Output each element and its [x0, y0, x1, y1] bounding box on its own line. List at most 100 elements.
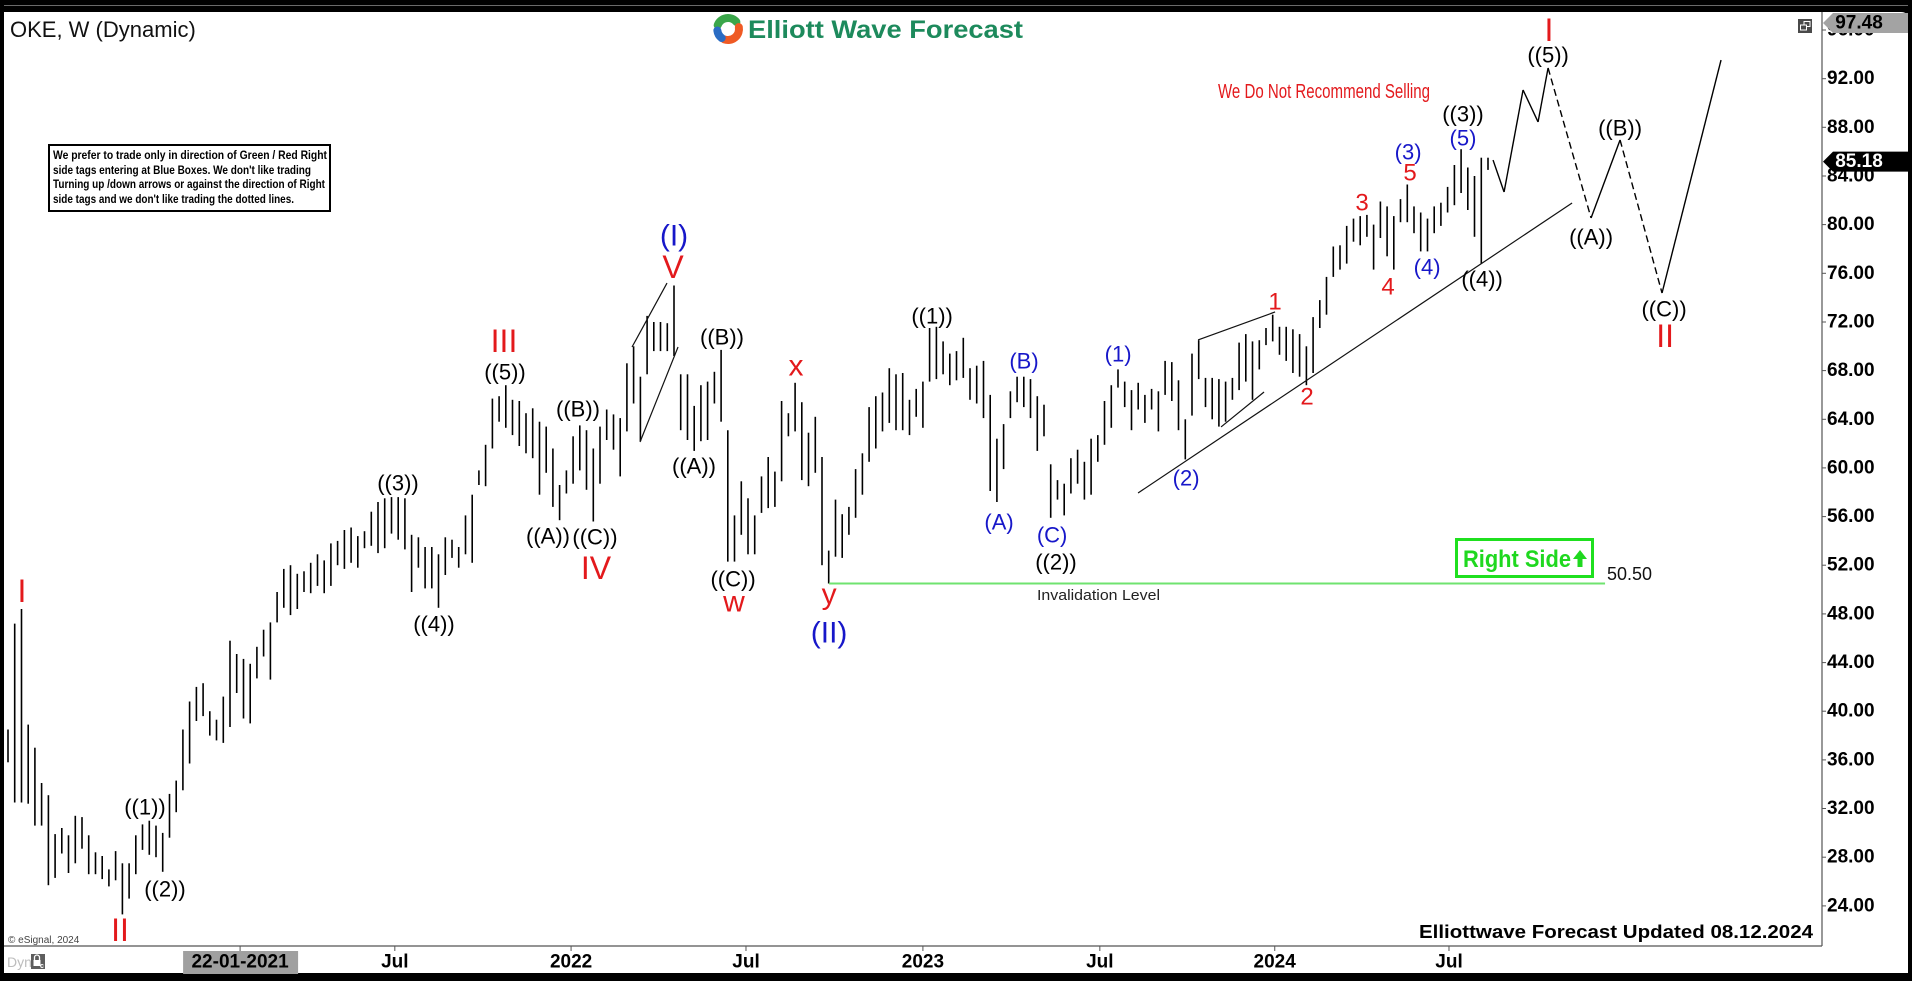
wave-label: (1): [1105, 341, 1132, 366]
wave-label: 4: [1381, 274, 1394, 301]
support-trendline: [1137, 202, 1573, 494]
svg-text:c: c: [40, 963, 44, 970]
wave-lines: [631, 59, 1722, 585]
projection-segment: [1661, 59, 1722, 294]
high-price-value: 97.48: [1835, 13, 1883, 34]
wave-label: 2: [1300, 384, 1313, 411]
wave-label: y: [822, 578, 837, 611]
projection-segment: [1619, 139, 1663, 294]
right-side-tag-border: [1455, 538, 1594, 578]
price-tick-label: 56.00: [1827, 506, 1875, 527]
projection-segment: [1492, 159, 1505, 193]
wave-label: I: [18, 573, 27, 609]
wave-label: (C): [1037, 523, 1068, 548]
disclaimer-line: side tags and we don't like trading the …: [53, 192, 294, 206]
price-tick-label: 72.00: [1827, 312, 1875, 333]
wave-label: ((B)): [700, 325, 744, 350]
wave-label: IV: [581, 550, 612, 586]
wave-label: II: [111, 912, 129, 948]
last-price-marker: 85.18: [1823, 151, 1908, 172]
price-tick-label: 28.00: [1827, 847, 1875, 868]
time-tick-label: Jul: [381, 952, 408, 973]
disclaimer-line: Turning up /down arrows or against the d…: [53, 177, 325, 191]
right-side-tag: Right Side: [1455, 538, 1594, 578]
wave-label: w: [722, 586, 745, 619]
projection-segment: [1503, 89, 1524, 193]
wave-label: 5: [1403, 159, 1416, 186]
price-tick-label: 40.00: [1827, 701, 1875, 722]
wave-label: (4): [1414, 255, 1441, 280]
disclaimer-line: side tags entering at Blue Boxes. We don…: [53, 163, 311, 177]
wave-label: ((A)): [672, 454, 716, 479]
wave-label: ((1)): [911, 304, 953, 329]
invalidation-level-label: Invalidation Level: [1037, 587, 1160, 604]
price-tick-label: 48.00: [1827, 603, 1875, 624]
projection-segment: [1590, 139, 1621, 219]
copyright-label: © eSignal, 2024: [8, 935, 80, 946]
wave-label: (B): [1009, 349, 1038, 374]
restore-window-icon[interactable]: [1798, 19, 1812, 33]
lock-icon[interactable]: c: [31, 954, 45, 970]
wave-label: (2): [1173, 466, 1200, 491]
wave-label: ((A)): [1569, 225, 1613, 250]
chart-title: OKE, W (Dynamic): [10, 17, 196, 42]
wave-label: 3: [1355, 190, 1368, 217]
wave-label: ((4)): [413, 612, 455, 637]
price-tick-label: 52.00: [1827, 555, 1875, 576]
time-axis[interactable]: 22-01-2021 Jul 2022 Jul 2023 Jul 2024 Jul: [183, 946, 1463, 974]
last-price-value: 85.18: [1835, 151, 1883, 172]
wave-label: (I): [660, 220, 688, 253]
right-side-label: Right Side: [1463, 546, 1571, 573]
leading-diagonal-upper-line: [1197, 311, 1276, 341]
wave-label: ((C)): [572, 525, 617, 550]
wave-label: ((5)): [1527, 42, 1569, 67]
high-price-marker-bg: [1823, 13, 1908, 33]
ending-diagonal-upper-line: [631, 282, 668, 348]
invalidation-level-value: 50.50: [1607, 564, 1652, 584]
time-tick-label: Jul: [1086, 952, 1113, 973]
logo-text: Elliott Wave Forecast: [748, 16, 1024, 44]
dynamic-toggle[interactable]: Dyn: [7, 954, 32, 970]
time-tick-label: Jul: [732, 952, 759, 973]
wave-label: ((C)): [710, 567, 755, 592]
wave-label: ((B)): [1598, 116, 1642, 141]
disclaimer-line: We prefer to trade only in direction of …: [53, 148, 327, 162]
last-price-marker-bg: [1823, 151, 1908, 172]
wave-labels: III((1))((2))((3))((4))III((5))((A))((B)…: [18, 12, 1687, 948]
wave-label: ((1)): [124, 795, 166, 820]
wave-label: ((3)): [377, 471, 419, 496]
price-tick-label: 64.00: [1827, 409, 1875, 430]
wave-label: ((3)): [1442, 101, 1484, 126]
wave-label: III: [491, 323, 518, 359]
ending-diagonal-lower-line: [639, 346, 679, 443]
price-tick-label: 24.00: [1827, 895, 1875, 916]
disclaimer-border: [48, 144, 331, 212]
time-tick-label: Jul: [1435, 952, 1462, 973]
price-tick-label: 36.00: [1827, 749, 1875, 770]
trading-disclaimer-box: We prefer to trade only in direction of …: [48, 144, 331, 212]
wave-label: II: [1656, 318, 1674, 354]
forecast-updated-label: Elliottwave Forecast Updated 08.12.2024: [1419, 922, 1813, 942]
wave-label: (5): [1450, 126, 1477, 151]
wave-label: (A): [984, 509, 1013, 534]
cursor-date-highlight: [183, 951, 299, 974]
arrow-up-icon: [1573, 550, 1587, 567]
price-tick-label: 92.00: [1827, 68, 1875, 89]
elliott-wave-forecast-logo: Elliott Wave Forecast: [713, 14, 1024, 44]
wave-label: ((B)): [556, 396, 600, 421]
no-selling-notice: We Do Not Recommend Selling: [1218, 81, 1430, 103]
projection-segment: [1547, 67, 1592, 219]
wave-label: I: [1545, 12, 1554, 48]
price-tick-label: 60.00: [1827, 457, 1875, 478]
wave-label: (II): [811, 617, 848, 650]
projection-segment: [1522, 89, 1539, 123]
projection-segment: [1537, 67, 1549, 123]
wave-label: (3): [1395, 140, 1422, 165]
time-tick-label: 22-01-2021: [191, 952, 289, 973]
wave-label: ((4)): [1461, 267, 1503, 292]
high-price-marker: 97.48: [1823, 13, 1908, 34]
price-tick-label: 88.00: [1827, 117, 1875, 138]
time-tick-label: 2024: [1254, 952, 1297, 973]
price-tick-label: 80.00: [1827, 214, 1875, 235]
